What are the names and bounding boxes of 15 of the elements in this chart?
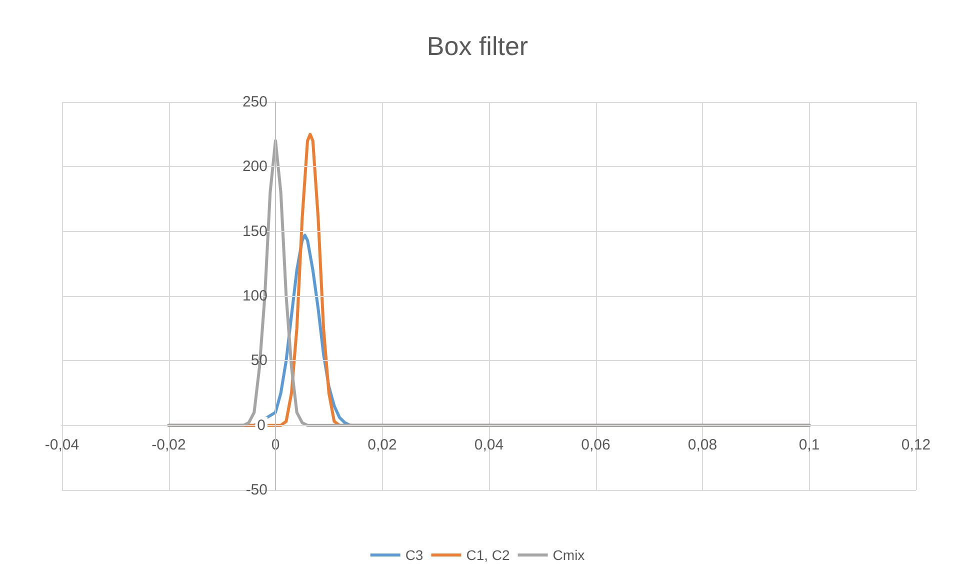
legend-label: Cmix (552, 547, 585, 563)
x-tick-label: 0,1 (798, 436, 820, 454)
x-tick-label: 0,08 (688, 436, 718, 454)
x-tick-label: 0,06 (581, 436, 610, 454)
y-tick-label: 200 (242, 158, 268, 176)
legend-label: C3 (405, 547, 424, 563)
legend-label: C1, C2 (466, 547, 510, 563)
y-tick-label: 250 (242, 94, 268, 110)
x-tick-label: -0,04 (44, 436, 80, 454)
chart-title: Box filter (426, 31, 528, 61)
x-tick-label: 0,12 (901, 436, 931, 454)
x-tick-label: 0,02 (368, 436, 397, 454)
y-tick-label: -50 (246, 482, 268, 498)
x-tick-label: -0,02 (152, 436, 186, 454)
x-tick-label: 0,04 (474, 436, 504, 454)
